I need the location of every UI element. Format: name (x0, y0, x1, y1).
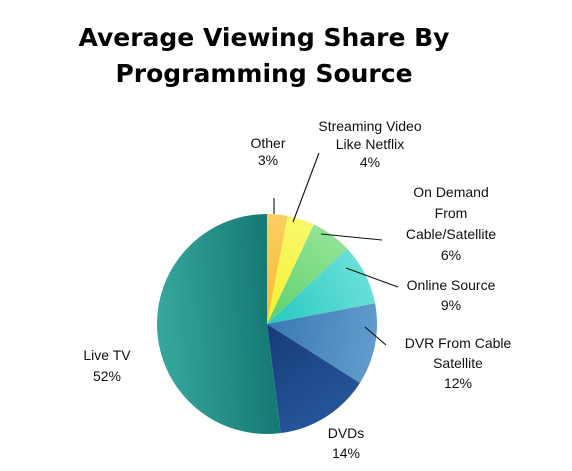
slice-value-dvds: 14% (332, 445, 360, 461)
slice-label-online-source: Online Source 9% (407, 277, 496, 313)
leader-line-dvr-from-cable-satellite (364, 326, 387, 346)
slice-value-on-demand-from-cable-satellite: 6% (441, 247, 461, 263)
pie-slice-dvr-from-cable-satellite (267, 303, 377, 383)
leader-line-streaming-video-like-netflix (292, 152, 320, 223)
slice-label-streaming-video-like-netflix: Streaming Video Like Netflix 4% (318, 118, 421, 170)
pie-slice-on-demand-from-cable-satellite (267, 224, 348, 324)
pie-slice-other (267, 214, 288, 324)
pie-slices (156, 213, 377, 435)
chart-title-line-1: Average Viewing Share By (79, 23, 450, 52)
pie-slice-online-source (267, 248, 376, 324)
leader-line-online-source (345, 267, 399, 288)
slice-label-live-tv: Live TV 52% (83, 347, 131, 384)
slice-labels: Other 3% Streaming Video Like Netflix 4% On D… (83, 118, 511, 461)
slice-value-dvr-from-cable-satellite: 12% (444, 375, 472, 391)
slice-label-on-demand-from-cable-satellite: On Demand From Cable/Satellite 6% (406, 184, 496, 263)
leader-lines (273, 152, 399, 346)
slice-label-other: Other 3% (250, 135, 285, 168)
slice-label-dvr-from-cable-satellite: DVR From Cable Satellite 12% (405, 335, 512, 391)
slice-label-dvds: DVDs 14% (328, 425, 365, 461)
chart-title-line-2: Programming Source (115, 59, 412, 88)
pie-slice-dvds (267, 324, 360, 434)
slice-value-online-source: 9% (441, 297, 461, 313)
slice-value-other: 3% (258, 152, 278, 168)
pie-slice-streaming-video-like-netflix (267, 215, 314, 324)
slice-value-streaming-video-like-netflix: 4% (360, 154, 380, 170)
slice-value-live-tv: 52% (93, 368, 121, 384)
leader-line-on-demand-from-cable-satellite (320, 233, 383, 241)
pie-slice-live-tv (156, 213, 281, 435)
